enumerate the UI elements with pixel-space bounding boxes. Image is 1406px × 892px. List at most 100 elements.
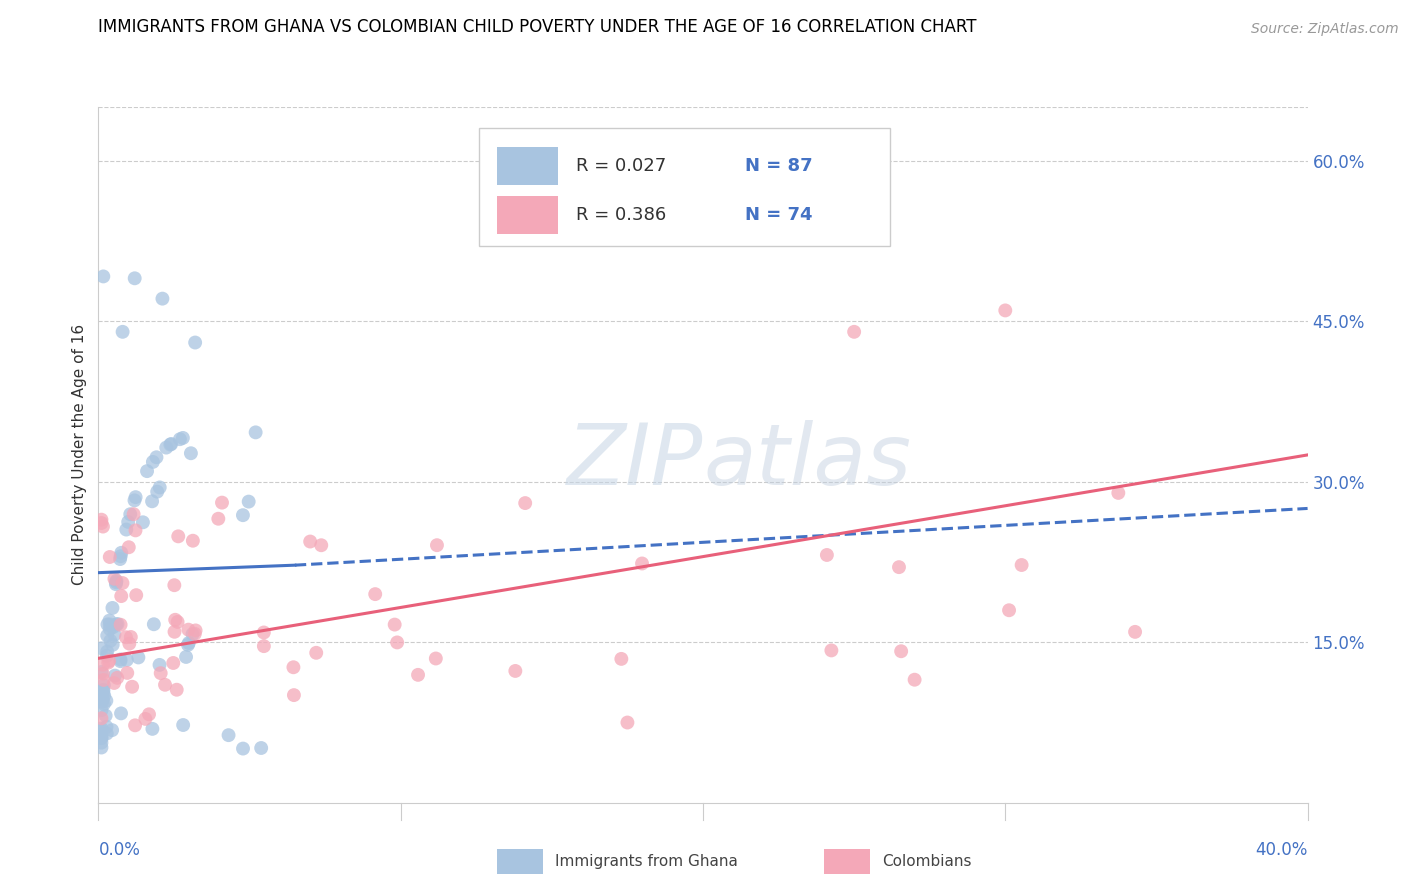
Point bbox=[91, 688, 114, 702]
Point bbox=[110, 549, 132, 564]
Point bbox=[141, 494, 163, 508]
FancyBboxPatch shape bbox=[498, 849, 543, 874]
Point bbox=[110, 654, 132, 668]
Point bbox=[904, 673, 927, 687]
Point bbox=[184, 624, 207, 638]
Point bbox=[515, 496, 537, 510]
Point bbox=[159, 437, 181, 451]
Point bbox=[124, 718, 146, 732]
Point bbox=[93, 689, 115, 703]
Point bbox=[98, 549, 121, 564]
Point bbox=[149, 480, 172, 494]
Point bbox=[121, 680, 143, 694]
Point bbox=[115, 523, 138, 537]
Point bbox=[91, 657, 114, 672]
Point bbox=[110, 652, 132, 666]
Point bbox=[152, 292, 174, 306]
Point bbox=[148, 657, 170, 672]
Point bbox=[998, 603, 1021, 617]
Point bbox=[93, 682, 115, 697]
Point bbox=[309, 538, 332, 552]
Point bbox=[96, 629, 118, 643]
Point bbox=[1011, 558, 1033, 572]
Point bbox=[505, 664, 527, 678]
Y-axis label: Child Poverty Under the Age of 16: Child Poverty Under the Age of 16 bbox=[72, 325, 87, 585]
Point bbox=[162, 656, 184, 670]
Point bbox=[90, 711, 112, 725]
Point bbox=[90, 703, 112, 717]
Text: 0.0%: 0.0% bbox=[98, 841, 141, 859]
Point bbox=[90, 723, 112, 738]
Point bbox=[96, 644, 118, 658]
Point bbox=[165, 613, 187, 627]
Point bbox=[844, 325, 866, 339]
Point bbox=[425, 651, 447, 665]
Point bbox=[406, 668, 429, 682]
Point bbox=[101, 601, 124, 615]
Point bbox=[90, 727, 112, 741]
Point bbox=[93, 678, 115, 692]
Point bbox=[610, 652, 633, 666]
Point bbox=[97, 656, 120, 670]
Point bbox=[90, 516, 112, 530]
Point bbox=[138, 707, 160, 722]
Point bbox=[105, 671, 128, 685]
Point bbox=[142, 617, 165, 632]
Point bbox=[105, 575, 128, 590]
Point bbox=[146, 484, 169, 499]
Text: R = 0.027: R = 0.027 bbox=[576, 157, 666, 175]
Point bbox=[96, 726, 118, 740]
Text: ZIP: ZIP bbox=[567, 420, 703, 503]
Text: Colombians: Colombians bbox=[882, 855, 972, 870]
Point bbox=[218, 728, 240, 742]
Point bbox=[820, 643, 842, 657]
Text: R = 0.386: R = 0.386 bbox=[576, 206, 666, 224]
Text: N = 87: N = 87 bbox=[745, 157, 813, 175]
FancyBboxPatch shape bbox=[824, 849, 870, 874]
Point bbox=[107, 617, 129, 632]
Point bbox=[232, 508, 254, 523]
Point bbox=[177, 638, 200, 652]
Point bbox=[167, 529, 190, 543]
Point bbox=[153, 678, 176, 692]
Point bbox=[96, 617, 118, 632]
Point bbox=[103, 572, 125, 586]
Point bbox=[136, 464, 159, 478]
Point bbox=[118, 540, 141, 554]
Point bbox=[253, 639, 276, 653]
FancyBboxPatch shape bbox=[479, 128, 890, 246]
Point bbox=[166, 682, 188, 697]
Point bbox=[111, 576, 134, 591]
Text: N = 74: N = 74 bbox=[745, 206, 813, 224]
Text: Source: ZipAtlas.com: Source: ZipAtlas.com bbox=[1251, 21, 1399, 36]
Point bbox=[887, 560, 910, 574]
Point bbox=[110, 706, 132, 721]
Point bbox=[155, 441, 177, 455]
Point bbox=[384, 617, 406, 632]
Point bbox=[238, 494, 260, 508]
Point bbox=[125, 588, 148, 602]
Point bbox=[103, 676, 125, 690]
Point bbox=[103, 628, 125, 642]
Point bbox=[90, 731, 112, 745]
Point bbox=[110, 546, 132, 560]
Point bbox=[90, 722, 112, 736]
Point bbox=[184, 627, 207, 641]
Point bbox=[118, 637, 141, 651]
Point bbox=[181, 533, 204, 548]
Text: 40.0%: 40.0% bbox=[1256, 841, 1308, 859]
Point bbox=[166, 615, 188, 629]
Point bbox=[250, 741, 273, 756]
Point bbox=[115, 630, 138, 644]
Point bbox=[124, 493, 146, 508]
Point bbox=[815, 548, 838, 562]
Point bbox=[90, 641, 112, 656]
Text: IMMIGRANTS FROM GHANA VS COLOMBIAN CHILD POVERTY UNDER THE AGE OF 16 CORRELATION: IMMIGRANTS FROM GHANA VS COLOMBIAN CHILD… bbox=[98, 18, 977, 36]
Point bbox=[98, 654, 121, 668]
Point bbox=[91, 695, 114, 709]
Point bbox=[994, 303, 1017, 318]
Text: atlas: atlas bbox=[703, 420, 911, 503]
Point bbox=[163, 578, 186, 592]
Point bbox=[124, 490, 146, 504]
FancyBboxPatch shape bbox=[498, 147, 558, 186]
